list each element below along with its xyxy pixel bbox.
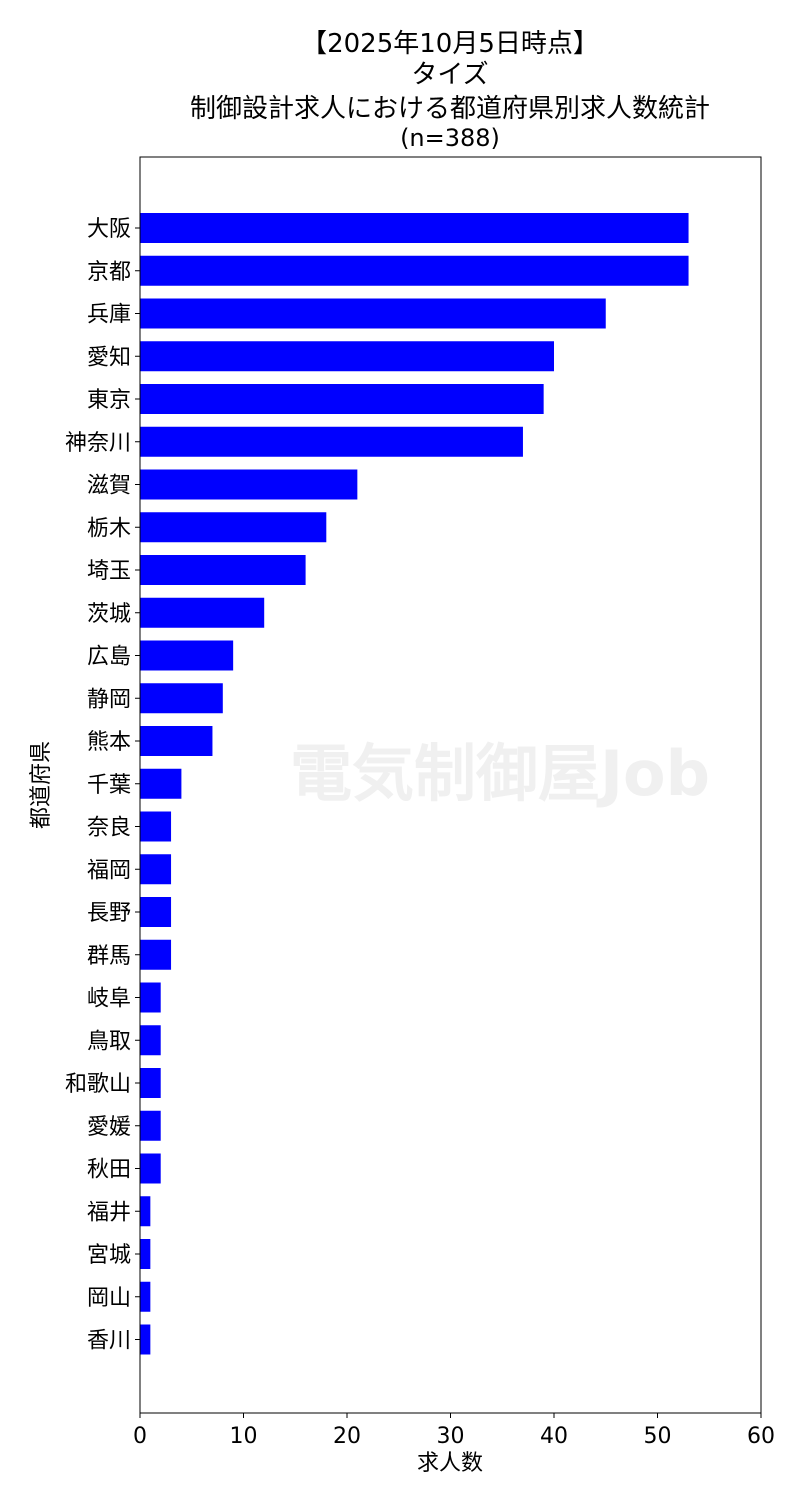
y-tick-label: 静岡 bbox=[87, 687, 131, 712]
y-tick-label: 滋賀 bbox=[87, 474, 131, 499]
bars bbox=[140, 213, 689, 1355]
bar bbox=[140, 213, 689, 243]
x-tick-label: 30 bbox=[437, 1424, 465, 1449]
x-tick-label: 20 bbox=[333, 1424, 361, 1449]
title-line: 【2025年10月5日時点】 bbox=[301, 29, 599, 59]
bar bbox=[140, 683, 223, 714]
y-tick-label: 宮城 bbox=[87, 1243, 131, 1268]
y-tick-label: 群馬 bbox=[87, 944, 131, 969]
y-tick-label: 秋田 bbox=[87, 1158, 131, 1183]
title-line: タイズ bbox=[411, 60, 488, 90]
bar bbox=[140, 1324, 151, 1355]
chart-title: 【2025年10月5日時点】タイズ制御設計求人における都道府県別求人数統計(n=… bbox=[190, 29, 710, 152]
y-tick-label: 東京 bbox=[87, 388, 131, 413]
bar bbox=[140, 1110, 161, 1141]
title-line: (n=388) bbox=[400, 124, 500, 152]
x-tick-label: 50 bbox=[644, 1424, 672, 1449]
bar bbox=[140, 469, 358, 500]
bar bbox=[140, 555, 306, 585]
y-tick-label: 福岡 bbox=[87, 858, 131, 883]
y-tick-label: 京都 bbox=[87, 260, 131, 285]
bar bbox=[140, 939, 172, 970]
x-tick-label: 0 bbox=[133, 1424, 147, 1449]
x-tick-label: 40 bbox=[540, 1424, 568, 1449]
bar bbox=[140, 255, 689, 286]
bar bbox=[140, 897, 172, 927]
bar bbox=[140, 298, 606, 329]
bar bbox=[140, 640, 234, 671]
y-tick-label: 香川 bbox=[87, 1329, 131, 1354]
y-tick-label: 愛知 bbox=[87, 345, 131, 370]
bar bbox=[140, 726, 213, 756]
bar bbox=[140, 597, 265, 628]
y-tick-label: 和歌山 bbox=[65, 1072, 131, 1097]
bar bbox=[140, 341, 554, 372]
y-tick-label: 福井 bbox=[87, 1200, 131, 1225]
bar bbox=[140, 426, 523, 457]
y-tick-label: 岐阜 bbox=[87, 987, 131, 1012]
watermark: 電気制御屋Job bbox=[290, 737, 710, 810]
y-tick-label: 広島 bbox=[87, 645, 131, 670]
title-line: 制御設計求人における都道府県別求人数統計 bbox=[190, 94, 710, 124]
y-tick-label: 栃木 bbox=[87, 516, 131, 541]
x-axis-ticks: 0 10 20 30 40 50 60 bbox=[133, 1413, 775, 1449]
y-tick-label: 大阪 bbox=[87, 217, 131, 242]
x-tick-label: 60 bbox=[747, 1424, 775, 1449]
y-tick-label: 愛媛 bbox=[87, 1115, 131, 1140]
bar bbox=[140, 768, 182, 799]
y-tick-label: 長野 bbox=[87, 901, 131, 926]
bar bbox=[140, 854, 172, 885]
y-tick-label: 茨城 bbox=[87, 602, 131, 627]
y-tick-label: 奈良 bbox=[87, 816, 131, 841]
bar bbox=[140, 1281, 151, 1312]
bar bbox=[140, 1153, 161, 1184]
y-axis-ticks: 大阪京都兵庫愛知東京神奈川滋賀栃木埼玉茨城広島静岡熊本千葉奈良福岡長野群馬岐阜鳥… bbox=[65, 217, 140, 1354]
bar bbox=[140, 811, 172, 842]
bar bbox=[140, 1025, 161, 1056]
bar bbox=[140, 982, 161, 1013]
y-tick-label: 千葉 bbox=[87, 773, 131, 798]
bar bbox=[140, 1239, 151, 1269]
y-tick-label: 埼玉 bbox=[87, 559, 131, 584]
y-tick-label: 岡山 bbox=[87, 1286, 131, 1311]
y-tick-label: 神奈川 bbox=[65, 431, 131, 456]
x-tick-label: 10 bbox=[230, 1424, 258, 1449]
y-tick-label: 鳥取 bbox=[87, 1029, 131, 1054]
bar bbox=[140, 1068, 161, 1098]
y-tick-label: 兵庫 bbox=[87, 303, 131, 328]
y-axis-label: 都道府県 bbox=[29, 741, 54, 829]
bar bbox=[140, 1196, 151, 1227]
bar bbox=[140, 384, 544, 414]
bar bbox=[140, 512, 327, 543]
x-axis-label: 求人数 bbox=[417, 1451, 483, 1476]
y-tick-label: 熊本 bbox=[87, 730, 131, 755]
